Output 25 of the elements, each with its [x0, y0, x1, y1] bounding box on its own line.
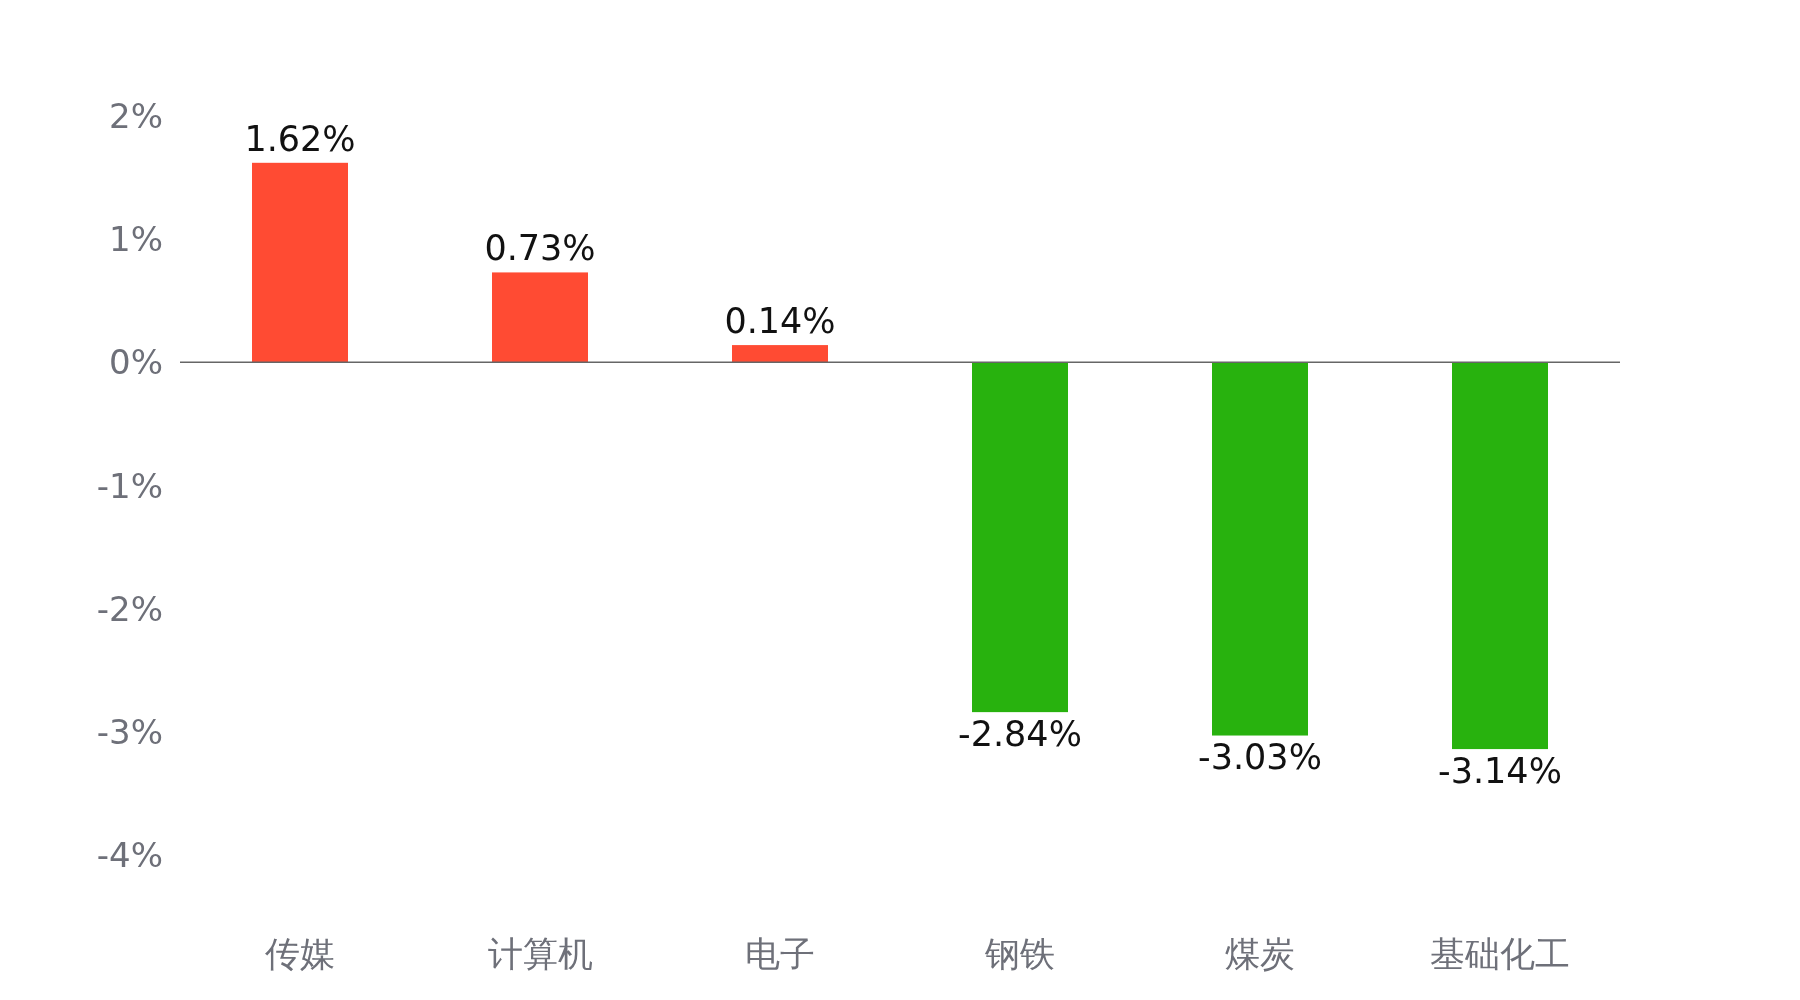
- bar: [732, 345, 828, 363]
- y-tick-label: -4%: [96, 835, 163, 875]
- data-label: 1.62%: [244, 118, 356, 159]
- x-tick-label: 计算机: [487, 934, 593, 974]
- y-tick-label: -1%: [96, 465, 163, 506]
- x-tick-label: 电子: [745, 934, 815, 974]
- data-label: -3.14%: [1438, 750, 1562, 791]
- x-tick-label: 钢铁: [984, 934, 1055, 974]
- bar: [1452, 362, 1548, 750]
- data-label: 0.73%: [484, 228, 596, 269]
- y-tick-label: 0%: [109, 342, 163, 383]
- x-tick-label: 传媒: [265, 934, 335, 974]
- x-tick-label: 基础化工: [1430, 934, 1570, 974]
- y-tick-label: -2%: [96, 588, 163, 629]
- data-label: -3.03%: [1198, 737, 1322, 778]
- y-tick-label: 1%: [109, 219, 163, 260]
- y-tick-label: -3%: [96, 711, 163, 752]
- data-label: -2.84%: [958, 713, 1082, 754]
- x-tick-label: 煤炭: [1225, 934, 1295, 974]
- y-tick-label: 2%: [109, 96, 163, 136]
- bar: [252, 162, 348, 363]
- bar: [492, 272, 588, 363]
- bar: [1212, 362, 1308, 736]
- bar: [972, 362, 1068, 713]
- data-label: 0.14%: [724, 301, 836, 342]
